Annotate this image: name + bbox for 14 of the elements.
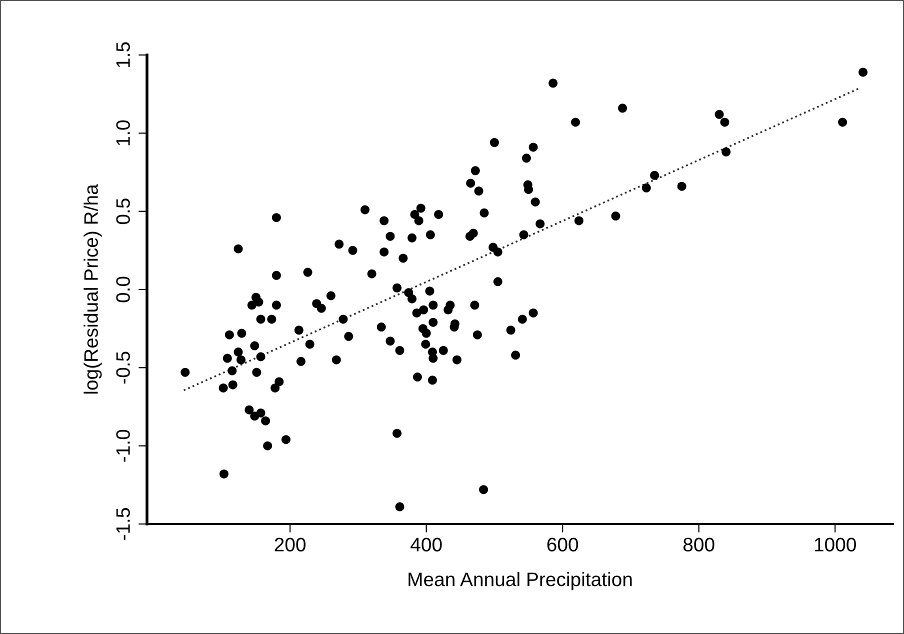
x-tick-label: 400 xyxy=(410,538,442,552)
y-tick-label: 0.5 xyxy=(116,198,130,224)
y-axis-title: log(Residual Price) R/ha xyxy=(84,184,102,394)
y-tick-label: -0.5 xyxy=(116,352,130,384)
y-tick-label: -1.0 xyxy=(116,430,130,462)
x-tick-label: 800 xyxy=(683,538,714,552)
y-tick-label: 1.0 xyxy=(116,120,130,146)
x-tick-label: 200 xyxy=(274,538,306,552)
x-tick-label: 600 xyxy=(547,538,578,552)
y-tick-label: 1.5 xyxy=(116,42,130,68)
x-tick-label: 1000 xyxy=(814,538,856,552)
y-tick-label: 0.0 xyxy=(116,276,130,302)
y-tick-label: -1.5 xyxy=(116,508,130,540)
x-axis-title: Mean Annual Precipitation xyxy=(408,572,632,590)
